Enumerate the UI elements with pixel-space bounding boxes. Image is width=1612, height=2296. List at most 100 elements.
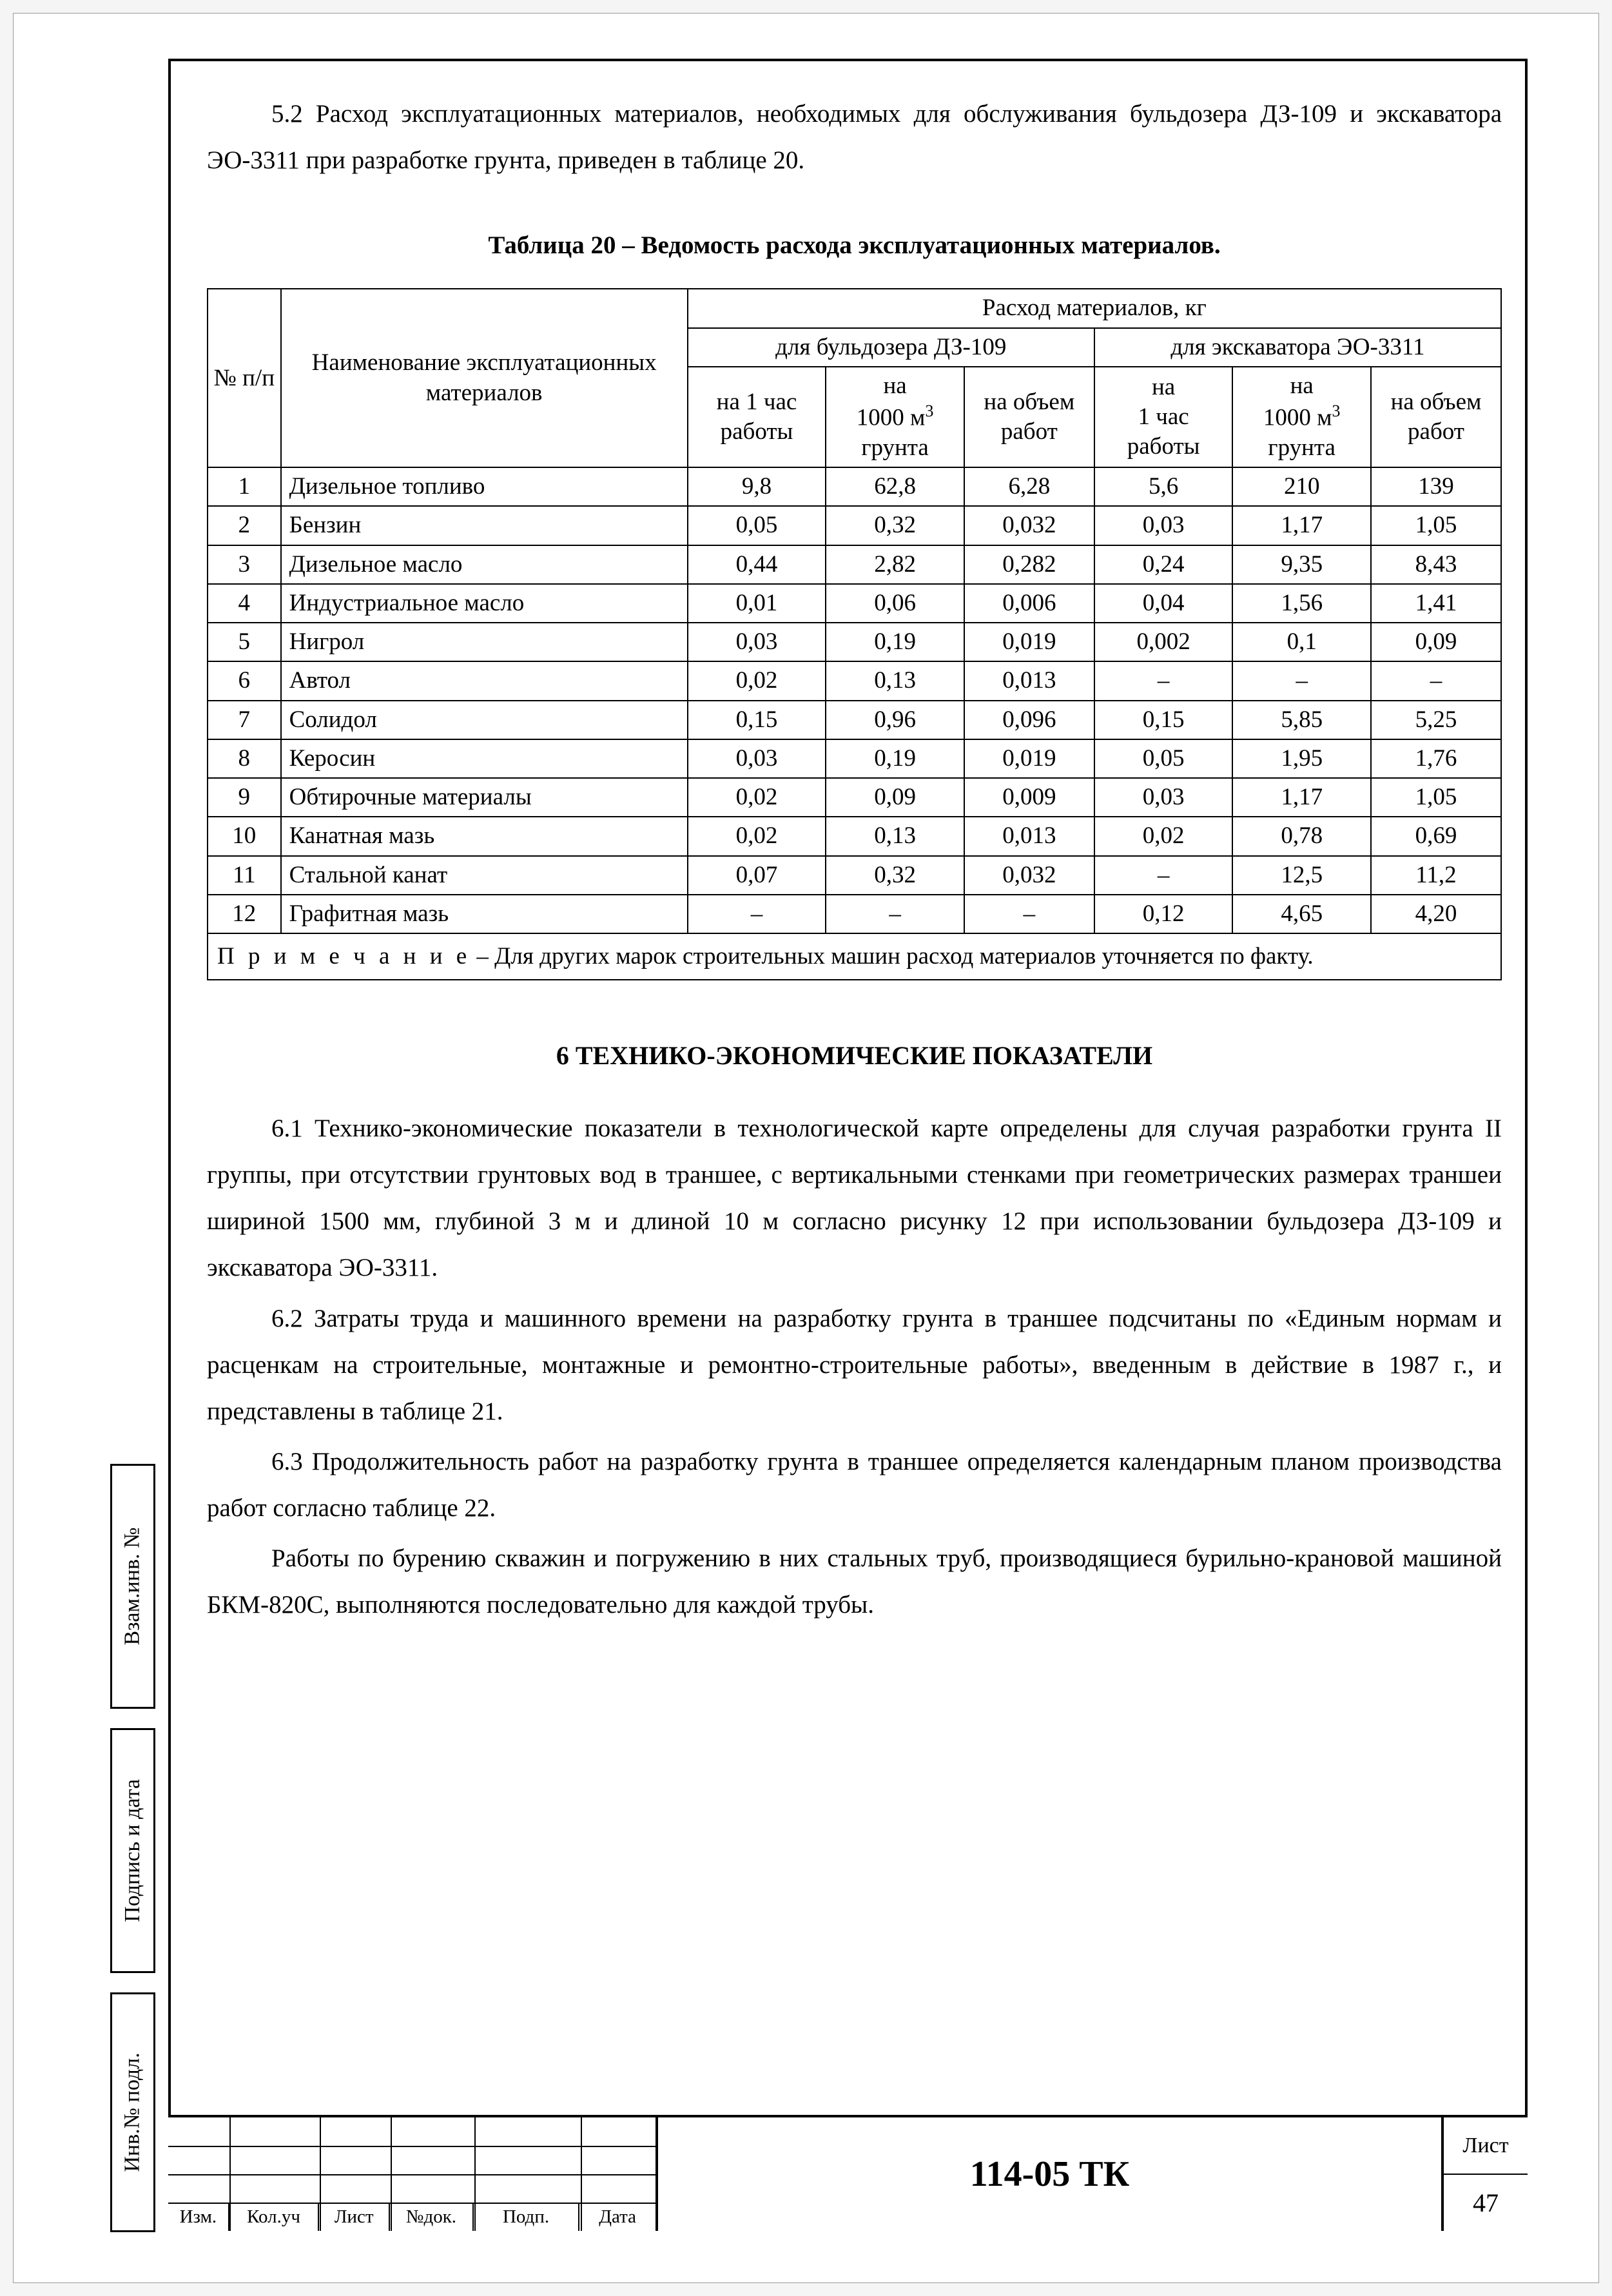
cell-value: 9,35: [1232, 545, 1371, 584]
cell-value: 0,002: [1094, 623, 1233, 661]
cell-value: –: [1094, 856, 1233, 895]
cell-value: 0,009: [964, 778, 1094, 817]
cell-value: 0,006: [964, 584, 1094, 623]
cell-no: 1: [208, 467, 281, 506]
cell-value: 0,019: [964, 623, 1094, 661]
side-label: Подпись и дата: [121, 1779, 145, 1922]
cell-value: 1,95: [1232, 739, 1371, 778]
tb-lab-data: Дата: [579, 2203, 655, 2231]
cell-value: 1,05: [1371, 506, 1501, 545]
cell-value: 1,17: [1232, 506, 1371, 545]
cell-name: Дизельное топливо: [281, 467, 688, 506]
cell-value: 4,20: [1371, 895, 1501, 933]
cell-value: 9,8: [688, 467, 826, 506]
cell-name: Автол: [281, 661, 688, 700]
cell-value: 1,56: [1232, 584, 1371, 623]
cell-no: 3: [208, 545, 281, 584]
para-6-4: Работы по бурению скважин и погружению в…: [207, 1535, 1502, 1628]
table20-note-row: П р и м е ч а н и е – Для других марок с…: [208, 933, 1501, 980]
cell-no: 5: [208, 623, 281, 661]
title-block-right: Лист 47: [1444, 2117, 1528, 2231]
table-row: 10Канатная мазь0,020,130,0130,020,780,69: [208, 817, 1501, 855]
cell-value: 0,03: [688, 623, 826, 661]
table-row: 8Керосин0,030,190,0190,051,951,76: [208, 739, 1501, 778]
th-usage-top: Расход материалов, кг: [688, 289, 1501, 327]
cell-value: 0,03: [1094, 778, 1233, 817]
cell-value: 0,03: [1094, 506, 1233, 545]
cell-name: Индустриальное масло: [281, 584, 688, 623]
cell-value: 2,82: [826, 545, 964, 584]
cell-value: 0,07: [688, 856, 826, 895]
cell-value: –: [688, 895, 826, 933]
sheet-label: Лист: [1444, 2117, 1528, 2175]
cell-value: 0,1: [1232, 623, 1371, 661]
tb-lab-podp: Подп.: [474, 2203, 580, 2231]
cell-value: 4,65: [1232, 895, 1371, 933]
document-page: Взам.инв. № Подпись и дата Инв.№ подл. 5…: [13, 13, 1599, 2283]
cell-no: 2: [208, 506, 281, 545]
section6-title: 6 ТЕХНИКО-ЭКОНОМИЧЕСКИЕ ПОКАЗАТЕЛИ: [207, 1032, 1502, 1080]
cell-value: 0,13: [826, 817, 964, 855]
cell-name: Дизельное масло: [281, 545, 688, 584]
cell-value: 0,13: [826, 661, 964, 700]
cell-no: 4: [208, 584, 281, 623]
cell-value: 0,44: [688, 545, 826, 584]
cell-no: 12: [208, 895, 281, 933]
cell-value: 0,09: [826, 778, 964, 817]
cell-value: 0,09: [1371, 623, 1501, 661]
cell-value: 0,32: [826, 856, 964, 895]
cell-value: –: [1232, 661, 1371, 700]
tb-lab-koluch: Кол.уч: [229, 2203, 320, 2231]
side-box-sign-date: Подпись и дата: [110, 1728, 155, 1973]
cell-no: 6: [208, 661, 281, 700]
th-no: № п/п: [208, 289, 281, 467]
cell-value: 0,12: [1094, 895, 1233, 933]
table-row: 7Солидол0,150,960,0960,155,855,25: [208, 701, 1501, 739]
cell-value: 0,096: [964, 701, 1094, 739]
cell-value: 0,05: [1094, 739, 1233, 778]
cell-value: –: [964, 895, 1094, 933]
note-text: – Для других марок строительных машин ра…: [471, 943, 1313, 969]
table20: № п/п Наименование эксплуатационных мате…: [207, 288, 1502, 980]
cell-no: 9: [208, 778, 281, 817]
cell-value: –: [826, 895, 964, 933]
tb-lab-izm: Изм.: [168, 2203, 229, 2231]
para-5-2: 5.2 Расход эксплуатационных материалов, …: [207, 91, 1502, 184]
table-row: 5Нигрол0,030,190,0190,0020,10,09: [208, 623, 1501, 661]
cell-name: Канатная мазь: [281, 817, 688, 855]
th-h3: на объ­ем ра­бот: [964, 367, 1094, 467]
cell-value: 0,282: [964, 545, 1094, 584]
table-row: 2Бензин0,050,320,0320,031,171,05: [208, 506, 1501, 545]
table-row: 12Графитная мазь–––0,124,654,20: [208, 895, 1501, 933]
para-6-3: 6.3 Продолжительность работ на разработк…: [207, 1439, 1502, 1532]
content-area: 5.2 Расход эксплуатационных материалов, …: [181, 65, 1521, 1651]
cell-value: 0,04: [1094, 584, 1233, 623]
table-row: 6Автол0,020,130,013–––: [208, 661, 1501, 700]
table20-title: Таблица 20 – Ведомость расхода эксплуата…: [207, 222, 1502, 269]
cell-value: 1,05: [1371, 778, 1501, 817]
th-h2: на 1000 м3 грунта: [826, 367, 964, 467]
cell-value: 5,85: [1232, 701, 1371, 739]
note-label: П р и м е ч а н и е: [217, 943, 471, 969]
tb-lab-list: Лист: [319, 2203, 390, 2231]
title-block: Изм. Кол.уч Лист №док. Подп. Дата 114-05…: [168, 2115, 1528, 2231]
cell-value: 139: [1371, 467, 1501, 506]
cell-value: 0,78: [1232, 817, 1371, 855]
cell-value: 0,15: [688, 701, 826, 739]
table-row: 11Стальной канат0,070,320,032–12,511,2: [208, 856, 1501, 895]
cell-name: Обтирочные материалы: [281, 778, 688, 817]
th-excavator: для экскаватора ЭО-3311: [1094, 328, 1501, 367]
cell-name: Солидол: [281, 701, 688, 739]
th-h5: на 1000 м3 грунта: [1232, 367, 1371, 467]
side-label: Взам.инв. №: [121, 1527, 145, 1645]
cell-value: 0,02: [688, 661, 826, 700]
cell-value: 0,03: [688, 739, 826, 778]
sheet-number: 47: [1444, 2175, 1528, 2231]
cell-no: 7: [208, 701, 281, 739]
cell-no: 8: [208, 739, 281, 778]
cell-value: –: [1371, 661, 1501, 700]
cell-value: 12,5: [1232, 856, 1371, 895]
cell-value: 1,41: [1371, 584, 1501, 623]
tb-lab-ndoc: №док.: [390, 2203, 474, 2231]
table-row: 4Индустриальное масло0,010,060,0060,041,…: [208, 584, 1501, 623]
